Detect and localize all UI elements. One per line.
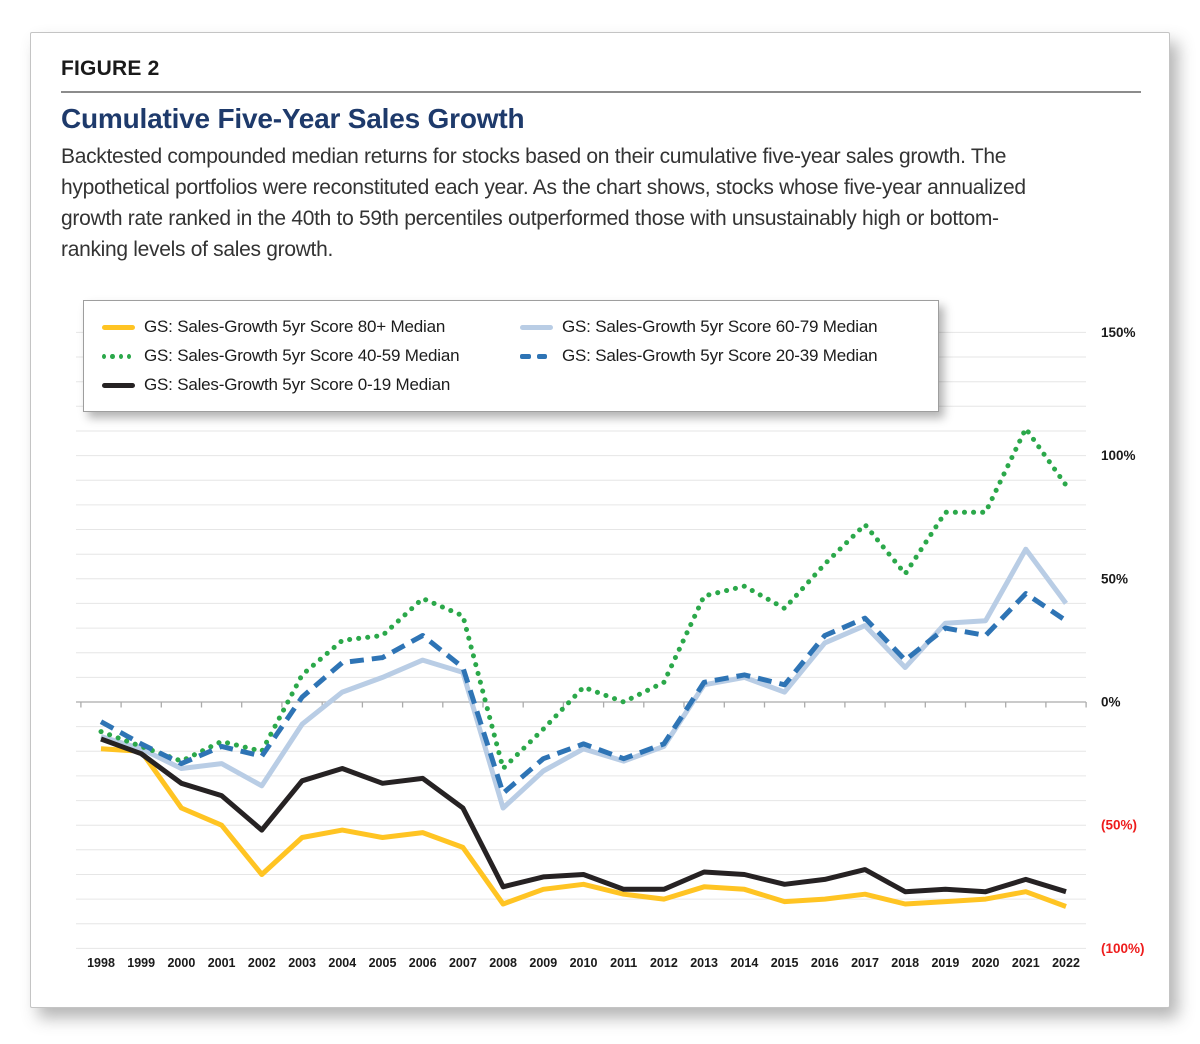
legend-item-score-0-19: GS: Sales-Growth 5yr Score 0-19 Median [102, 371, 520, 400]
legend-label: GS: Sales-Growth 5yr Score 40-59 Median [144, 346, 460, 365]
chart-description: Backtested compounded median returns for… [61, 145, 1026, 261]
series-line-score-80plus [100, 746, 1067, 909]
y-tick-label: 100% [1101, 448, 1136, 463]
series-line-score-20-39 [99, 591, 1068, 796]
x-tick-label: 2015 [771, 956, 799, 970]
legend-item-score-40-59: GS: Sales-Growth 5yr Score 40-59 Median [102, 342, 520, 371]
x-tick-label: 2019 [931, 956, 959, 970]
legend-swatch-solid-icon [520, 324, 553, 330]
y-tick-label: 150% [1101, 325, 1136, 340]
series-line-score-40-59 [98, 426, 1069, 771]
x-tick-label: 1999 [127, 956, 155, 970]
x-tick-label: 2004 [328, 956, 356, 970]
legend-item-score-80plus: GS: Sales-Growth 5yr Score 80+ Median [102, 313, 520, 342]
y-tick-label: 50% [1101, 571, 1128, 586]
x-tick-label: 2018 [891, 956, 919, 970]
x-tick-label: 2002 [248, 956, 276, 970]
series-line-score-0-19 [100, 736, 1067, 895]
x-tick-label: 2012 [650, 956, 678, 970]
x-tick-label: 2008 [489, 956, 517, 970]
legend-label: GS: Sales-Growth 5yr Score 60-79 Median [562, 317, 878, 336]
x-tick-label: 2017 [851, 956, 879, 970]
x-tick-label: 2009 [529, 956, 557, 970]
x-tick-label: 2007 [449, 956, 477, 970]
x-tick-label: 2022 [1052, 956, 1080, 970]
x-axis-labels: 1998 1999 2000 2001 2002 2003 2004 2005 2006 2007… [87, 956, 1080, 970]
zero-axis [76, 701, 1087, 708]
x-tick-label: 2020 [972, 956, 1000, 970]
x-tick-label: 2016 [811, 956, 839, 970]
chart-title: Cumulative Five-Year Sales Growth [61, 103, 525, 134]
legend-swatch-dotted-icon [102, 353, 135, 359]
legend-swatch-dashed-icon [520, 353, 553, 359]
x-tick-label: 2013 [690, 956, 718, 970]
x-tick-label: 2000 [167, 956, 195, 970]
legend-item-score-60-79: GS: Sales-Growth 5yr Score 60-79 Median [520, 313, 938, 342]
x-tick-label: 2011 [610, 956, 637, 970]
series-line-score-60-79 [100, 546, 1069, 811]
y-tick-label: (100%) [1101, 941, 1145, 956]
legend-label: GS: Sales-Growth 5yr Score 80+ Median [144, 317, 446, 336]
x-tick-label: 2006 [409, 956, 437, 970]
x-tick-label: 2010 [570, 956, 598, 970]
chart-legend: GS: Sales-Growth 5yr Score 80+ Median GS:… [83, 300, 939, 412]
x-tick-label: 2005 [369, 956, 397, 970]
legend-label: GS: Sales-Growth 5yr Score 0-19 Median [144, 375, 451, 394]
gridlines [76, 331, 1086, 949]
x-tick-label: 2001 [208, 956, 236, 970]
legend-swatch-solid-icon [102, 382, 135, 388]
figure-kicker: FIGURE 2 [61, 57, 160, 80]
y-axis-labels: 150% 100% 50% 0% (50%) (100%) [1101, 325, 1145, 956]
x-tick-label: 2003 [288, 956, 316, 970]
legend-label: GS: Sales-Growth 5yr Score 20-39 Median [562, 346, 878, 365]
x-tick-label: 2014 [730, 956, 758, 970]
figure-card: FIGURE 2 Cumulative Five-Year Sales Grow… [30, 32, 1170, 1008]
legend-swatch-solid-icon [102, 324, 135, 330]
y-tick-label: 0% [1101, 695, 1121, 710]
y-tick-label: (50%) [1101, 818, 1137, 833]
sales-growth-line-chart: 150% 100% 50% 0% (50%) (100%) 1998 1999 2000 2001… [76, 325, 1145, 970]
legend-item-score-20-39: GS: Sales-Growth 5yr Score 20-39 Median [520, 342, 938, 371]
x-tick-label: 2021 [1012, 956, 1040, 970]
kicker-divider [61, 91, 1141, 93]
x-tick-label: 1998 [87, 956, 115, 970]
